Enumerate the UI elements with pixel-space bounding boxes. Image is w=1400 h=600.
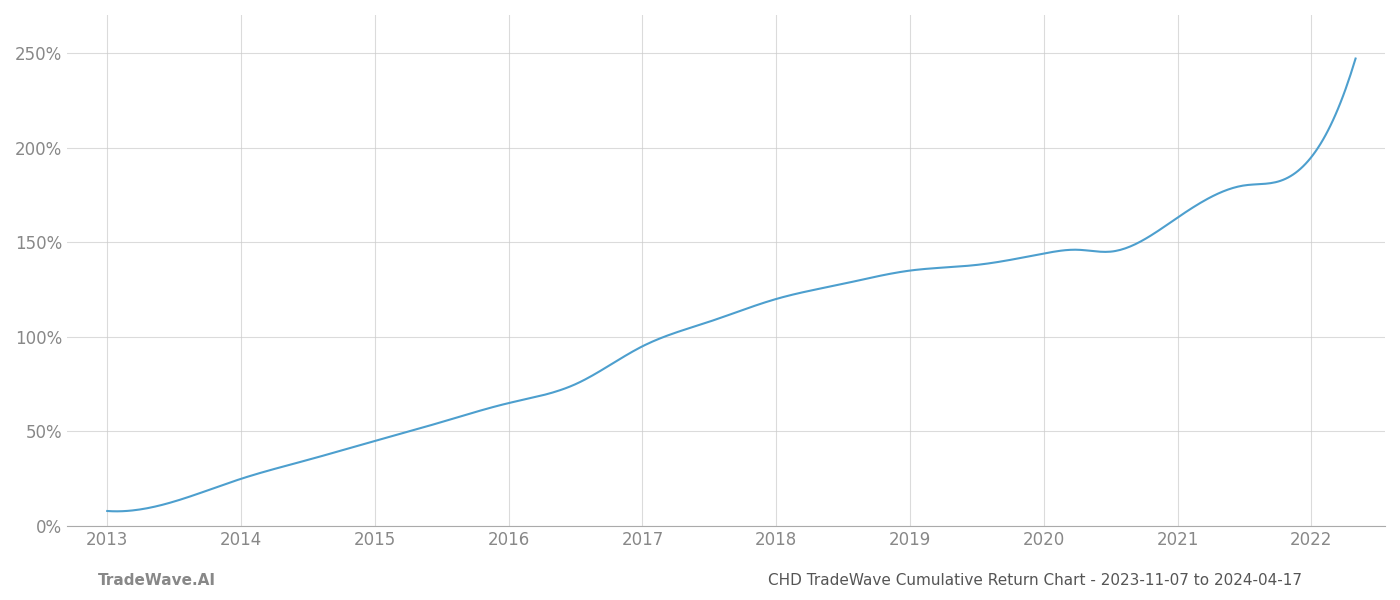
- Text: TradeWave.AI: TradeWave.AI: [98, 573, 216, 588]
- Text: CHD TradeWave Cumulative Return Chart - 2023-11-07 to 2024-04-17: CHD TradeWave Cumulative Return Chart - …: [769, 573, 1302, 588]
